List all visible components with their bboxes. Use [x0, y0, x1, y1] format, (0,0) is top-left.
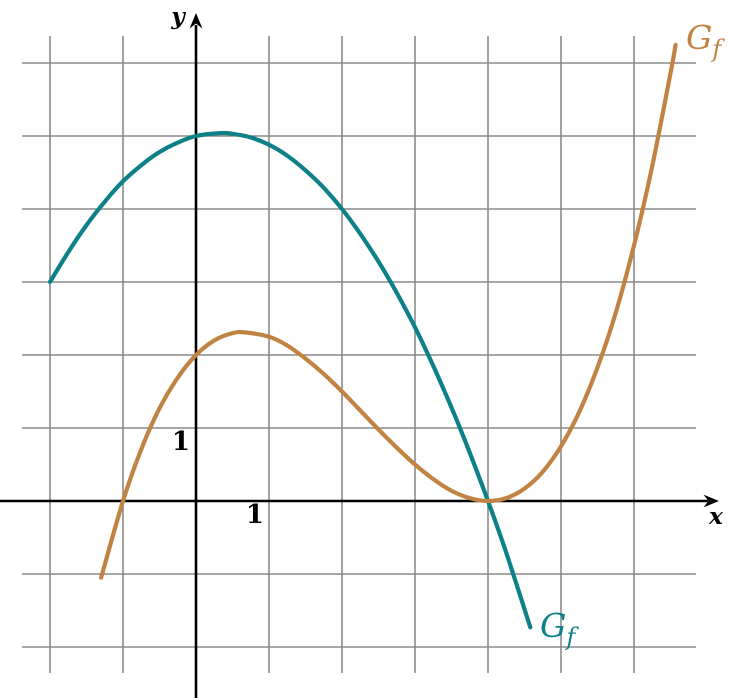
ochre-curve-label-sub: f	[710, 35, 725, 63]
y-axis-label: y	[170, 3, 186, 30]
ochre-curve-label: Gf	[686, 18, 725, 63]
x-axis-arrowhead	[703, 494, 719, 508]
y-tick-label-1: 1	[172, 427, 190, 457]
x-axis-label: x	[708, 503, 723, 530]
teal-curve-label-main: G	[540, 606, 566, 645]
plot-layer	[0, 13, 719, 698]
y-axis-arrowhead	[189, 13, 203, 29]
teal-parabola-curve	[47, 130, 533, 630]
ochre-cubic-curve	[99, 42, 678, 580]
teal-curve-label: Gf	[540, 606, 579, 651]
ochre-curve-label-main: G	[686, 18, 712, 57]
x-tick-label-1: 1	[246, 500, 264, 530]
